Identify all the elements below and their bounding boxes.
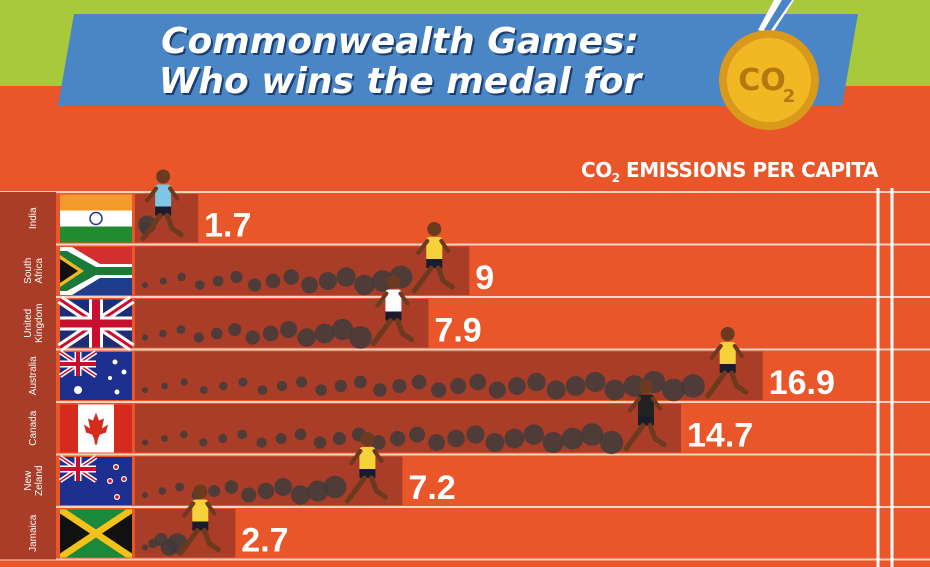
gold-medal-icon: CO 2 [719,0,819,130]
heading-subscript: 2 [611,171,620,185]
medal-subscript: 2 [783,86,796,107]
data-label: 7.2 [408,469,455,507]
uk-flag-icon [57,295,135,352]
medal-co-text: CO [738,63,786,98]
data-label: 9 [475,259,494,297]
data-label: 14.7 [687,417,753,455]
runner-5-icon [623,379,667,451]
title-line-1: Commonwealth Games: [161,21,639,62]
bar-united-kingdom [135,299,429,348]
jamaica-flag-icon [60,509,132,558]
canada-flag-icon [60,404,132,453]
runner-1-icon [140,169,184,241]
runner-2-icon [411,222,455,294]
category-label: Canada [28,410,39,445]
smoke-trail [142,532,188,556]
chart-title: Commonwealth Games: Who wins the medal f… [70,22,730,102]
australia-flag-icon [58,350,132,400]
data-label: 1.7 [204,207,251,245]
new-zealand-flag-icon [58,455,132,505]
runner-7-icon [177,484,221,556]
data-label: 7.9 [434,312,481,350]
heading-suffix: EMISSIONS PER CAPITA [619,158,878,182]
smoke-trail [142,318,372,349]
category-label: Australia [28,356,39,395]
category-label: NewZeland [23,465,45,496]
data-label: 16.9 [769,364,835,402]
category-label: Jamaica [28,514,39,552]
title-line-2: Who wins the medal for [158,61,642,102]
data-label: 2.7 [241,522,288,560]
label-column [0,192,56,560]
chart-heading: CO2 EMISSIONS PER CAPITA [560,158,878,185]
runner-4-icon [705,327,749,399]
runner-6-icon [344,432,388,504]
category-label: UnitedKingdom [23,304,45,343]
category-label: SouthAfrica [23,258,45,284]
category-label: India [28,207,39,229]
heading-prefix: CO [581,158,612,182]
south-africa-flag-icon [60,247,132,295]
runner-3-icon [370,274,414,346]
smoke-trail [142,370,705,402]
smoke-trail [142,423,624,455]
india-flag-icon [60,194,132,243]
